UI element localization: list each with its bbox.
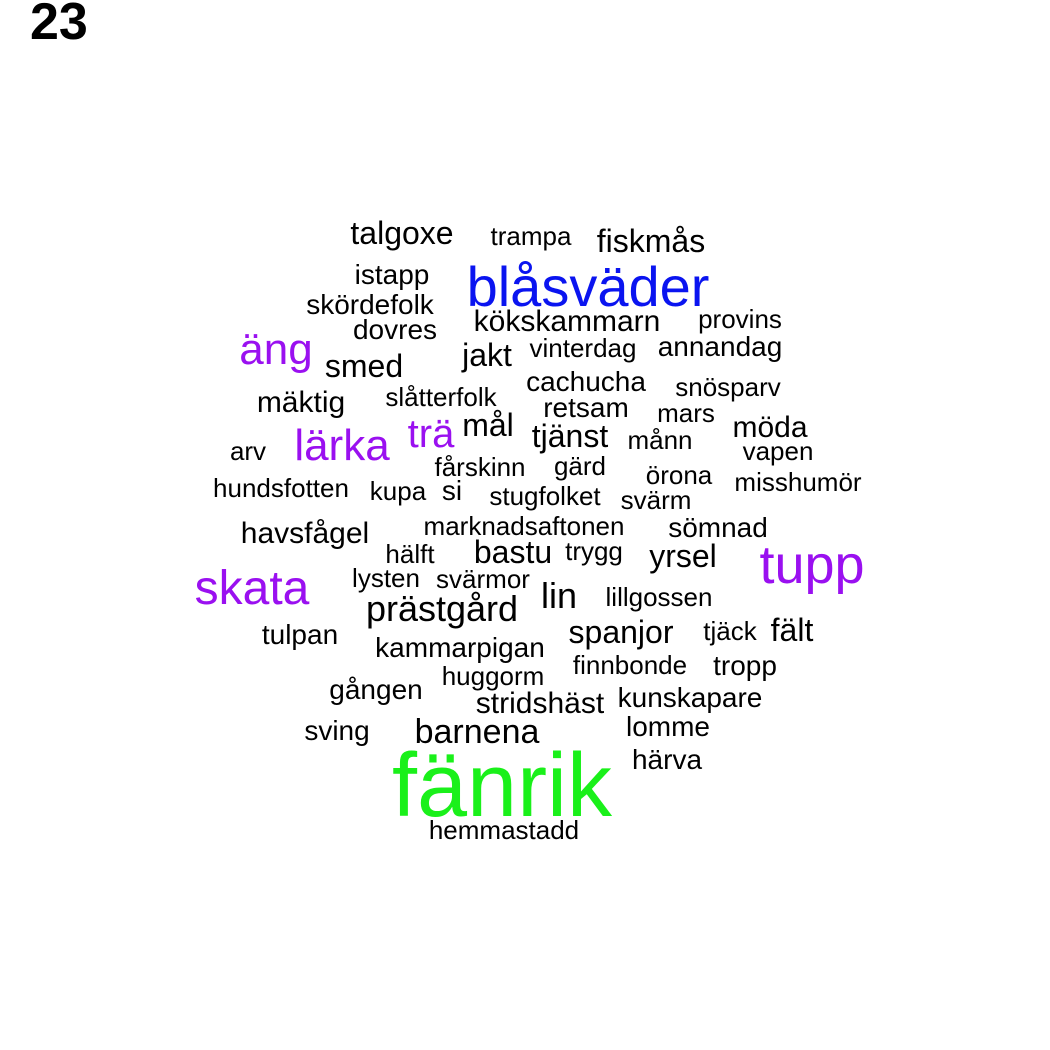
word-talgoxe: talgoxe — [350, 215, 454, 251]
word-annandag: annandag — [657, 331, 783, 362]
word-månn: månn — [627, 425, 693, 455]
word-hälft: hälft — [385, 539, 435, 569]
word-trampa: trampa — [490, 221, 572, 251]
word-mål: mål — [462, 407, 514, 443]
word-provins: provins — [698, 304, 782, 334]
word-istapp: istapp — [354, 259, 430, 290]
word-lin: lin — [540, 575, 578, 616]
word-lysten: lysten — [352, 563, 420, 593]
word-stugfolket: stugfolket — [489, 481, 601, 511]
word-arv: arv — [229, 436, 267, 466]
word-örona: örona — [645, 460, 713, 490]
panel-number: 23 — [30, 0, 88, 51]
word-fiskmås: fiskmås — [596, 223, 706, 259]
word-mäktig: mäktig — [256, 386, 346, 419]
word-vapen: vapen — [742, 436, 814, 466]
word-kupa: kupa — [369, 476, 427, 506]
word-bastu: bastu — [473, 534, 553, 570]
word-fänrik: fänrik — [391, 736, 613, 836]
word-tjänst: tjänst — [531, 418, 609, 454]
word-tjäck: tjäck — [703, 616, 757, 646]
word-stridshäst: stridshäst — [475, 687, 605, 720]
word-si: si — [441, 475, 463, 506]
word-cachucha: cachucha — [526, 366, 646, 397]
word-prästgård: prästgård — [365, 588, 519, 629]
word-skata: skata — [194, 562, 310, 615]
word-hemmastadd: hemmastadd — [428, 815, 580, 845]
word-tulpan: tulpan — [261, 619, 339, 650]
word-dovres: dovres — [352, 314, 438, 345]
word-yrsel: yrsel — [649, 538, 717, 574]
word-barnena: barnena — [414, 713, 540, 751]
word-spanjor: spanjor — [568, 614, 674, 650]
word-finnbonde: finnbonde — [572, 650, 688, 680]
word-kammarpigan: kammarpigan — [375, 632, 545, 663]
word-retsam: retsam — [543, 392, 629, 423]
word-äng: äng — [239, 325, 313, 374]
word-lillgossen: lillgossen — [605, 582, 713, 612]
word-vinterdag: vinterdag — [529, 333, 637, 363]
word-kunskapare: kunskapare — [617, 682, 763, 713]
word-gärd: gärd — [553, 451, 607, 481]
word-tropp: tropp — [713, 650, 777, 681]
word-fält: fält — [770, 612, 814, 648]
word-svärmor: svärmor — [436, 564, 530, 594]
word-trä: trä — [407, 412, 455, 456]
word-misshumör: misshumör — [734, 467, 862, 497]
word-huggorm: huggorm — [441, 661, 545, 691]
word-härva: härva — [631, 744, 703, 775]
word-skördefolk: skördefolk — [306, 289, 434, 320]
word-smed: smed — [324, 348, 404, 384]
word-jakt: jakt — [462, 337, 512, 373]
word-lomme: lomme — [625, 711, 711, 742]
word-mars: mars — [657, 398, 715, 428]
word-marknadsaftonen: marknadsaftonen — [423, 511, 625, 541]
word-tupp: tupp — [759, 535, 865, 595]
word-möda: möda — [732, 411, 808, 444]
word-kökskammarn: kökskammarn — [473, 305, 661, 338]
word-lärka: lärka — [294, 421, 390, 470]
word-sving: sving — [304, 715, 370, 746]
word-gången: gången — [329, 674, 423, 705]
word-svärm: svärm — [620, 485, 692, 515]
word-hundsfotten: hundsfotten — [213, 473, 349, 503]
word-sömnad: sömnad — [668, 512, 768, 543]
word-blåsväder: blåsväder — [466, 255, 710, 318]
word-fårskinn: fårskinn — [434, 452, 526, 482]
word-havsfågel: havsfågel — [240, 517, 370, 550]
word-slåtterfolk: slåtterfolk — [385, 382, 497, 412]
word-trygg: trygg — [565, 536, 623, 566]
word-snösparv: snösparv — [675, 372, 781, 402]
